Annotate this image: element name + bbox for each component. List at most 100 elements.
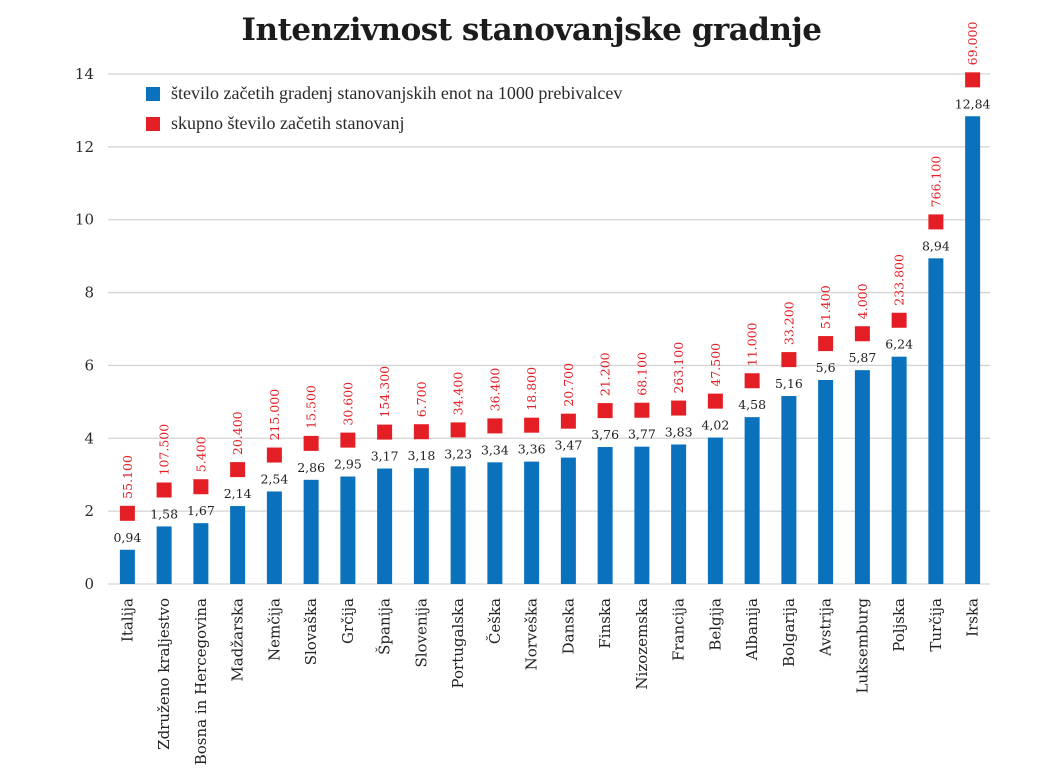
marker-value-label: 15.500 [304,385,319,429]
bar [818,380,834,584]
bar-value-label: 2,95 [334,457,362,472]
category-label: Italija [118,598,136,642]
category-label: Portugalska [449,598,467,689]
marker-value-label: 154.300 [377,366,392,418]
bar [560,457,576,584]
category-label: Združeno kraljestvo [155,598,173,750]
bar [891,356,907,584]
bar [707,437,723,584]
marker [487,418,503,434]
marker-value-label: 47.500 [708,343,723,387]
bar-value-label: 3,77 [628,427,656,442]
bar [193,523,209,584]
marker [560,413,576,429]
bar-value-label: 3,76 [591,427,619,442]
bar-value-label: 5,87 [848,350,876,365]
y-tick-label: 10 [75,211,94,229]
bar-value-label: 3,36 [518,442,546,457]
marker-value-label: 55.100 [120,455,135,499]
y-tick-label: 12 [75,138,94,156]
marker [413,424,429,440]
legend-swatch-blue [146,86,160,101]
marker-value-label: 215.000 [267,389,282,441]
chart-title: Intenzivnost stanovanjske gradnje [241,12,822,48]
bar [340,476,356,584]
bar-value-label: 3,83 [665,424,693,439]
y-tick-label: 0 [84,575,94,593]
bar-value-label: 5,6 [816,360,836,375]
bar-value-label: 0,94 [113,530,141,545]
marker-value-label: 6.700 [414,381,429,417]
marker-value-label: 107.500 [157,424,172,476]
bar-value-label: 2,14 [224,486,252,501]
category-label: Albanija [743,598,761,661]
bar [230,506,246,584]
bar [671,444,687,584]
legend-label-rate: število začetih gradenj stanovanjskih en… [171,83,623,103]
marker [818,336,834,352]
marker [744,373,760,389]
marker-value-label: 30.600 [340,382,355,426]
marker [266,447,282,463]
marker [156,482,172,498]
category-label: Madžarska [229,598,247,682]
bar [781,396,797,584]
bar-value-label: 1,58 [150,506,178,521]
marker [671,400,687,416]
category-label: Turčija [927,598,945,652]
bar-value-label: 5,16 [775,376,803,391]
legend-item-total: skupno število začetih stanovanj [146,113,404,134]
marker [634,402,650,418]
legend-swatch-red [146,116,160,131]
bar [854,370,870,584]
marker-value-label: 18.800 [524,367,539,411]
bar [744,417,760,584]
bar [377,468,393,584]
marker-value-label: 68.100 [634,352,649,396]
marker-value-label: 33.200 [781,301,796,345]
legend-label-total: skupno število začetih stanovanj [171,113,405,133]
marker [193,479,209,495]
bar-value-label: 3,23 [444,446,472,461]
bar [634,446,650,584]
marker [597,403,613,419]
category-label: Avstrija [817,598,835,657]
bar-value-label: 4,58 [738,397,766,412]
marker-value-label: 11.000 [745,322,760,366]
category-label: Finska [596,598,614,649]
y-tick-label: 4 [84,429,94,447]
category-label: Bolgarija [780,598,798,667]
category-label: Nemčija [265,598,283,661]
bar-value-label: 3,47 [554,438,582,453]
marker [119,505,135,521]
marker-value-label: 51.400 [818,285,833,329]
bar-value-label: 6,24 [885,337,913,352]
marker [854,326,870,342]
marker-value-label: 766.100 [928,156,943,208]
bar-value-label: 3,18 [407,448,435,463]
marker-value-label: 4.000 [855,283,870,319]
marker-value-label: 36.400 [487,368,502,412]
category-label: Danska [559,598,577,654]
marker [707,393,723,409]
y-tick-label: 14 [75,65,94,83]
marker-value-label: 263.100 [671,342,686,394]
marker-value-label: 21.200 [598,352,613,396]
bar-value-label: 2,54 [260,471,288,486]
marker [340,432,356,448]
category-label: Irska [964,598,982,637]
y-tick-label: 8 [84,284,94,302]
marker-value-label: 233.800 [892,254,907,306]
bar-value-label: 12,84 [955,96,991,111]
bar-value-label: 1,67 [187,503,215,518]
bar-value-label: 3,34 [481,442,509,457]
y-tick-label: 6 [84,356,94,374]
category-label: Luksemburg [853,598,871,694]
bar-value-label: 2,86 [297,460,325,475]
marker-value-label: 20.400 [230,411,245,455]
category-label: Norveška [523,598,541,670]
bar [119,549,135,584]
marker-value-label: 69.000 [965,22,980,66]
category-label: Belgija [706,598,724,651]
